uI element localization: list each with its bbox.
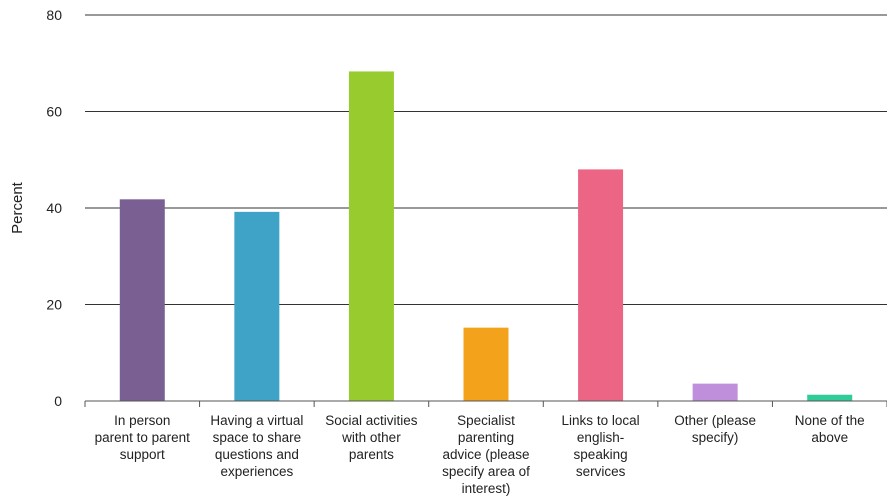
x-category-label-line: specify area of [442,464,530,479]
x-category-label-line: interest) [462,481,511,496]
x-category-label-line: parenting [458,430,514,445]
x-category-label-line: experiences [220,464,293,479]
y-tick-label: 0 [54,393,62,409]
bar [463,327,509,401]
x-category-label: Social activities with other parents [325,413,418,462]
x-category-label: In person parent to parent support [95,413,191,462]
gridlines [85,14,887,305]
bars [119,71,853,401]
bar [119,199,165,401]
y-tick-label: 80 [46,7,62,23]
x-category-label-line: english- [577,430,624,445]
y-axis-title: Percent [9,181,26,234]
bar [348,71,394,401]
y-tick-label: 20 [46,297,62,313]
x-category-label-line: Having a virtual [210,413,303,428]
y-tick-label: 60 [46,104,62,120]
x-category-label-line: Social activities [325,413,418,428]
x-category-label-line: Other (please [674,413,756,428]
x-axis-category-labels: In person parent to parent support Having a… [95,413,865,496]
x-category-label: Specialist parenting advice (please specify… [442,413,530,496]
bar [692,383,738,401]
x-axis [84,400,887,407]
x-category-label-line: with other [341,430,401,445]
x-category-label-line: Specialist [457,413,515,428]
x-category-label: Links to local english-speaking services [562,413,640,479]
bar [807,394,853,401]
x-category-label: None of the above [795,413,865,445]
x-category-label-line: above [811,430,848,445]
x-category-label-line: Links to local [562,413,640,428]
x-category-label-line: advice (please [442,447,529,462]
x-category-label-line: space to share [213,430,302,445]
x-category-label-line: support [120,447,165,462]
x-category-label-line: specify) [692,430,739,445]
x-category-label: Having a virtual space to share questions … [210,413,303,479]
x-category-label-line: services [576,464,626,479]
x-category-label-line: None of the [795,413,865,428]
x-category-label-line: In person [114,413,170,428]
x-category-label: Other (please specify) [674,413,756,445]
y-axis-ticks: 0 20 40 60 80 [46,7,62,409]
bar [234,211,280,401]
x-category-label-line: parents [349,447,394,462]
x-category-label-line: questions and [215,447,299,462]
bar [578,169,624,401]
y-tick-label: 40 [46,200,62,216]
x-category-label-line: parent to parent [95,430,191,445]
x-category-label-line: speaking [574,447,628,462]
